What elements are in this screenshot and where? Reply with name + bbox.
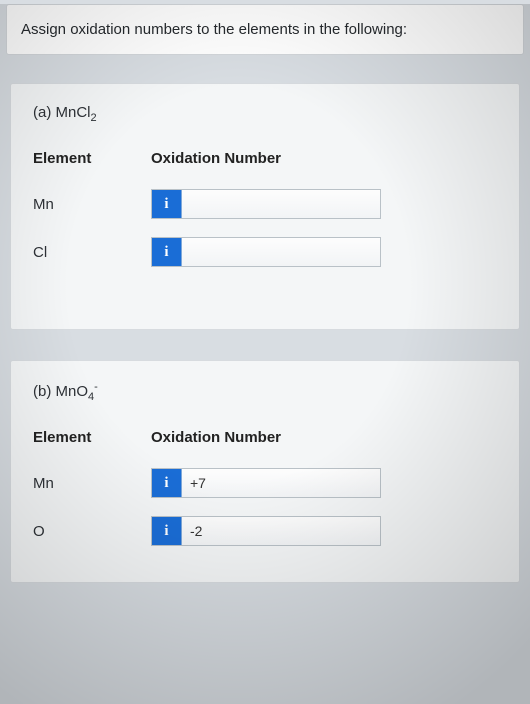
part-b-panel: (b) MnO4- Element Oxidation Number Mn i … <box>10 360 520 583</box>
element-label: Mn <box>33 196 151 213</box>
part-a-label: (a) MnCl2 <box>33 104 497 124</box>
oxidation-input-wrap: i <box>151 516 381 546</box>
oxidation-input-o-b[interactable] <box>182 517 380 545</box>
oxidation-input-wrap: i <box>151 189 381 219</box>
part-a-row-cl: Cl i <box>33 237 497 267</box>
part-b-formula-prefix: (b) MnO <box>33 383 88 400</box>
element-label: Cl <box>33 244 151 261</box>
part-b-header-row: Element Oxidation Number <box>33 429 497 446</box>
part-a-header-row: Element Oxidation Number <box>33 150 497 167</box>
oxidation-input-wrap: i <box>151 468 381 498</box>
element-label: O <box>33 523 151 540</box>
info-icon[interactable]: i <box>152 517 182 545</box>
question-prompt: Assign oxidation numbers to the elements… <box>6 4 524 55</box>
part-b-formula-sup: - <box>94 381 98 393</box>
oxidation-input-wrap: i <box>151 237 381 267</box>
header-element: Element <box>33 150 151 167</box>
header-oxidation: Oxidation Number <box>151 150 281 167</box>
part-a-panel: (a) MnCl2 Element Oxidation Number Mn i … <box>10 83 520 330</box>
oxidation-input-cl-a[interactable] <box>182 238 380 266</box>
part-a-formula-sub: 2 <box>91 112 97 124</box>
part-b-row-o: O i <box>33 516 497 546</box>
worksheet: Assign oxidation numbers to the elements… <box>0 4 530 583</box>
part-b-label: (b) MnO4- <box>33 381 497 403</box>
part-a-row-mn: Mn i <box>33 189 497 219</box>
part-a-formula-prefix: (a) MnCl <box>33 104 91 121</box>
oxidation-input-mn-b[interactable] <box>182 469 380 497</box>
info-icon[interactable]: i <box>152 469 182 497</box>
question-text: Assign oxidation numbers to the elements… <box>21 21 407 38</box>
part-b-row-mn: Mn i <box>33 468 497 498</box>
element-label: Mn <box>33 475 151 492</box>
header-oxidation: Oxidation Number <box>151 429 281 446</box>
oxidation-input-mn-a[interactable] <box>182 190 380 218</box>
header-element: Element <box>33 429 151 446</box>
info-icon[interactable]: i <box>152 238 182 266</box>
info-icon[interactable]: i <box>152 190 182 218</box>
